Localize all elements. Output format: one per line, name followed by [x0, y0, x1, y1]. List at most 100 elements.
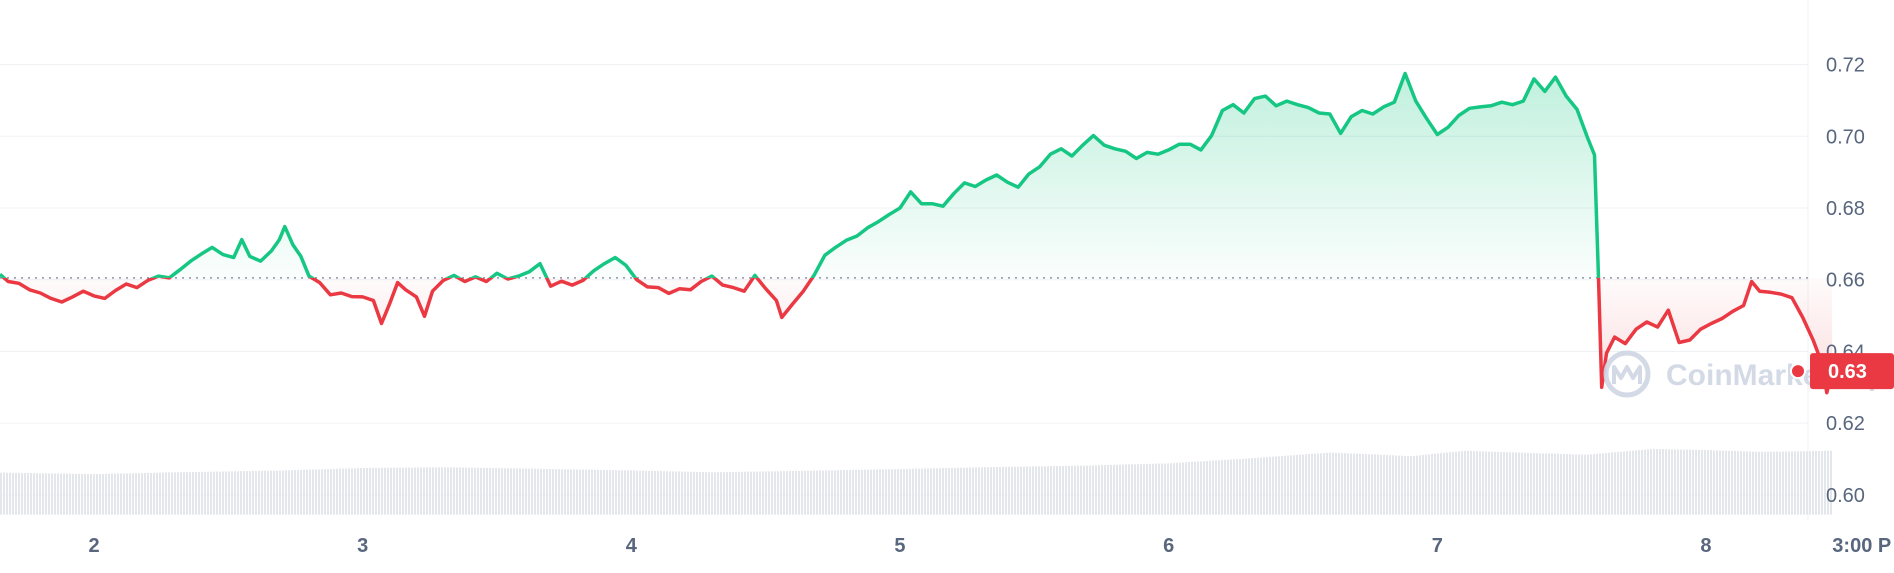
- volume-bar: [1323, 453, 1325, 515]
- volume-bar: [858, 469, 860, 515]
- volume-bar: [387, 467, 389, 515]
- volume-bar: [561, 469, 563, 515]
- volume-bar: [558, 469, 560, 515]
- volume-bar: [1176, 462, 1178, 515]
- volume-bar: [819, 470, 821, 515]
- volume-bar: [1776, 451, 1778, 515]
- volume-bar: [1224, 459, 1226, 515]
- volume-bar: [48, 473, 50, 515]
- volume-bar: [693, 471, 695, 515]
- volume-bar: [816, 470, 818, 515]
- volume-bar: [1215, 460, 1217, 515]
- volume-bar: [825, 470, 827, 515]
- volume-bar: [603, 470, 605, 515]
- volume-bar: [1329, 452, 1331, 515]
- x-tick-label: 6: [1163, 535, 1174, 557]
- volume-bar: [1665, 449, 1667, 515]
- volume-bar: [1563, 454, 1565, 515]
- volume-bar: [1569, 454, 1571, 515]
- volume-bar: [876, 469, 878, 515]
- price-line: [0, 71, 1834, 395]
- volume-bar: [1566, 454, 1568, 515]
- volume-bar: [300, 470, 302, 515]
- volume-bar: [1092, 465, 1094, 515]
- volume-bar: [1749, 451, 1751, 515]
- volume-bar: [1641, 450, 1643, 515]
- volume-bar: [1779, 451, 1781, 515]
- volume-bar: [1047, 466, 1049, 515]
- volume-bar: [1338, 452, 1340, 515]
- volume-bar: [72, 473, 74, 515]
- volume-bar: [246, 471, 248, 515]
- volume-bar: [96, 474, 98, 515]
- volume-bar: [1233, 459, 1235, 515]
- volume-bar: [339, 468, 341, 515]
- volume-bar: [1548, 453, 1550, 515]
- volume-bar: [1578, 454, 1580, 515]
- volume-bar: [1596, 453, 1598, 515]
- volume-bar: [1470, 451, 1472, 515]
- volume-bar: [9, 472, 11, 515]
- volume-bar: [1491, 451, 1493, 515]
- volume-bar: [1341, 453, 1343, 515]
- volume-bar: [795, 470, 797, 515]
- volume-bar: [1662, 449, 1664, 515]
- volume-bar: [1656, 449, 1658, 515]
- volume-bar: [1821, 451, 1823, 515]
- volume-bar: [525, 468, 527, 515]
- volume-bar: [1206, 461, 1208, 515]
- volume-bar: [1131, 464, 1133, 515]
- volume-bar: [807, 470, 809, 515]
- volume-bar: [468, 467, 470, 515]
- volume-bar: [1707, 450, 1709, 515]
- volume-bar: [780, 471, 782, 515]
- volume-bar: [1290, 455, 1292, 515]
- volume-bar: [1791, 451, 1793, 515]
- volume-bar: [723, 472, 725, 515]
- volume-bar: [1257, 457, 1259, 515]
- volume-bar: [435, 467, 437, 515]
- volume-bar: [1158, 463, 1160, 515]
- volume-bar: [1416, 455, 1418, 515]
- volume-bar: [1644, 449, 1646, 515]
- volume-bar: [363, 468, 365, 515]
- volume-bar: [1755, 451, 1757, 515]
- volume-bar: [1617, 452, 1619, 515]
- volume-bar: [15, 472, 17, 515]
- volume-bar: [945, 468, 947, 515]
- volume-bar: [1437, 453, 1439, 515]
- volume-bar: [399, 467, 401, 515]
- volume-bar: [1455, 451, 1457, 515]
- volume-bar: [687, 471, 689, 515]
- volume-bar: [1419, 455, 1421, 515]
- volume-bar: [1794, 451, 1796, 515]
- volume-bar: [1677, 449, 1679, 515]
- volume-bar: [1497, 451, 1499, 515]
- volume-bar: [471, 467, 473, 515]
- volume-bar: [747, 471, 749, 515]
- volume-bar: [204, 471, 206, 515]
- volume-bar: [804, 470, 806, 515]
- volume-bar: [1722, 450, 1724, 515]
- volume-bar: [1695, 449, 1697, 515]
- volume-bar: [1086, 465, 1088, 515]
- volume-bar: [1032, 466, 1034, 515]
- volume-bar: [1095, 465, 1097, 515]
- volume-bar: [1809, 451, 1811, 515]
- volume-bar: [519, 468, 521, 515]
- volume-bar: [210, 471, 212, 515]
- y-axis: 0.720.700.680.660.640.620.60: [1826, 55, 1865, 507]
- volume-bar: [306, 469, 308, 515]
- volume-bar: [30, 473, 32, 515]
- volume-bar: [1101, 465, 1103, 515]
- volume-bar: [1356, 453, 1358, 515]
- volume-bar: [87, 474, 89, 515]
- volume-bar: [444, 467, 446, 515]
- volume-bar: [645, 470, 647, 515]
- volume-bar: [1302, 454, 1304, 515]
- volume-bar: [1602, 453, 1604, 515]
- volume-bar: [1134, 464, 1136, 515]
- volume-bar: [1557, 453, 1559, 515]
- volume-bars: [0, 449, 1832, 515]
